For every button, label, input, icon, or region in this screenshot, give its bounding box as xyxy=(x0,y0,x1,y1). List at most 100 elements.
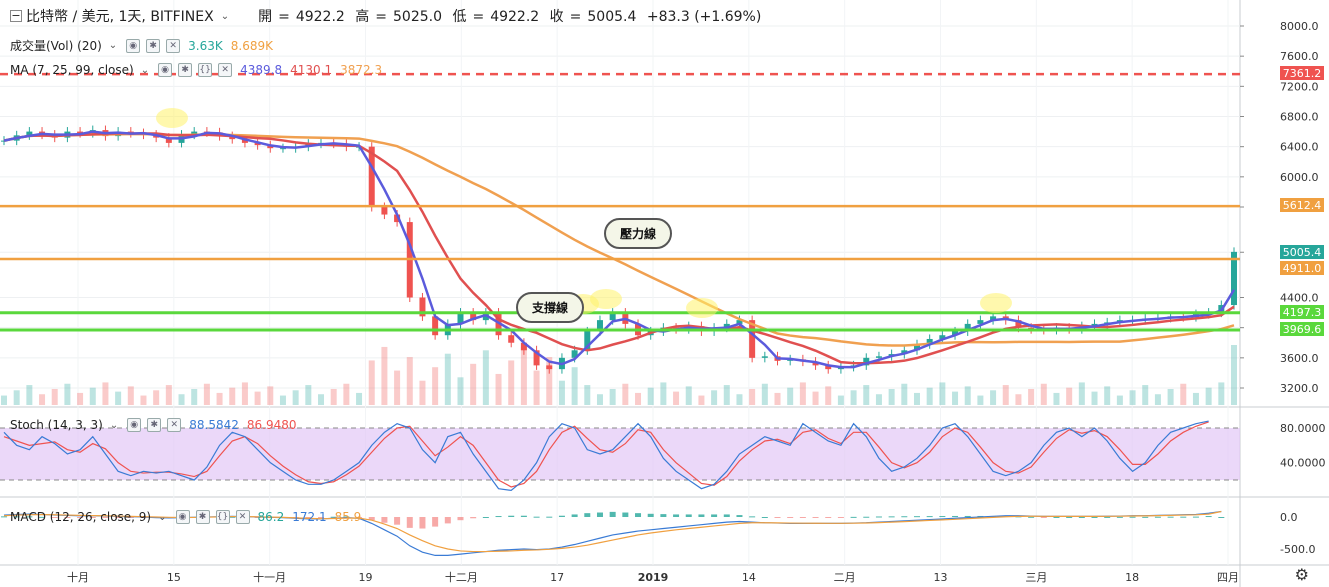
ma-label[interactable]: MA (7, 25, 99, close) xyxy=(10,63,134,77)
macd-histogram-bar xyxy=(799,517,806,518)
volume-bar xyxy=(1142,385,1149,405)
time-tick-label: 13 xyxy=(934,571,948,584)
candle-body xyxy=(533,350,540,366)
volume-bar xyxy=(863,385,870,405)
volume-bar xyxy=(546,357,553,405)
stoch-legend[interactable]: Stoch (14, 3, 3) ⌄ ◉ ✱ ✕ 88.5842 86.9480 xyxy=(10,418,296,432)
volume-bar xyxy=(1129,390,1136,405)
macd-legend[interactable]: MACD (12, 26, close, 9) ⌄ ◉ ✱ {} ✕ 86.2 172… xyxy=(10,510,361,524)
candle-body xyxy=(419,297,426,317)
macd-histogram-bar xyxy=(1167,516,1174,518)
macd-histogram-bar xyxy=(13,516,20,518)
macd-histogram-bar xyxy=(875,516,882,518)
chevron-down-icon[interactable]: ⌄ xyxy=(220,10,230,22)
eye-icon[interactable]: ◉ xyxy=(126,38,141,53)
candle-body xyxy=(609,312,616,321)
close-icon[interactable]: ✕ xyxy=(218,63,233,77)
candle-body xyxy=(913,344,920,351)
candle-body xyxy=(863,357,870,366)
volume-bar xyxy=(1167,388,1174,405)
close-label: 收 xyxy=(549,9,564,25)
gear-icon[interactable]: ✱ xyxy=(147,418,162,432)
candle-body xyxy=(470,312,477,321)
candle-body xyxy=(939,335,946,339)
volume-bar xyxy=(127,386,134,405)
macd-histogram-bar xyxy=(1205,516,1212,518)
candle-body xyxy=(571,350,578,358)
ma-legend[interactable]: MA (7, 25, 99, close) ⌄ ◉ ✱ {} ✕ 4389.8 413… xyxy=(10,63,382,77)
volume-bar xyxy=(470,363,477,405)
macd-histogram-bar xyxy=(1066,517,1073,518)
candle-body xyxy=(241,139,248,143)
gear-icon[interactable]: ✱ xyxy=(178,63,193,77)
code-icon[interactable]: {} xyxy=(198,63,213,77)
macd-histogram-bar xyxy=(1,516,7,518)
volume-bar xyxy=(482,350,489,405)
open-label: 開 xyxy=(258,9,273,25)
volume-ma-value: 8.689K xyxy=(230,38,273,53)
candle-body xyxy=(381,207,388,215)
macd-tick-label: -500.0 xyxy=(1280,543,1315,556)
volume-bar xyxy=(698,395,705,405)
volume-bar xyxy=(267,386,274,405)
volume-bar xyxy=(368,360,375,405)
chevron-down-icon[interactable]: ⌄ xyxy=(140,64,150,76)
macd-histogram-bar xyxy=(520,515,527,517)
stoch-label[interactable]: Stoch (14, 3, 3) xyxy=(10,418,103,432)
macd-histogram-bar xyxy=(102,517,109,518)
macd-histogram-bar xyxy=(825,517,832,518)
volume-bar xyxy=(1104,386,1111,405)
open-sep: = xyxy=(278,9,290,25)
volume-legend[interactable]: 成交量(Vol) (20) ⌄ ◉ ✱ ✕ 3.63K 8.689K xyxy=(10,37,273,54)
macd-label[interactable]: MACD (12, 26, close, 9) xyxy=(10,510,152,524)
macd-histogram-bar xyxy=(558,515,565,517)
macd-histogram-bar xyxy=(964,515,971,517)
ma25-value: 4130.1 xyxy=(290,63,333,77)
price-box xyxy=(1280,245,1324,259)
eye-icon[interactable]: ◉ xyxy=(127,418,142,432)
code-icon[interactable]: {} xyxy=(215,510,230,524)
macd-histogram-bar xyxy=(596,512,603,517)
volume-label[interactable]: 成交量(Vol) (20) xyxy=(10,39,102,53)
macd-histogram-bar xyxy=(318,517,325,518)
macd-histogram-bar xyxy=(850,516,857,518)
volume-bar xyxy=(115,391,122,405)
eye-icon[interactable]: ◉ xyxy=(158,63,173,77)
eye-icon[interactable]: ◉ xyxy=(175,510,190,524)
chevron-down-icon[interactable]: ⌄ xyxy=(108,40,118,51)
price-box-label: 3969.6 xyxy=(1283,323,1322,336)
volume-bar xyxy=(140,395,147,405)
macd-histogram-bar xyxy=(888,516,895,518)
price-box-label: 5612.4 xyxy=(1283,199,1322,212)
ma7-line xyxy=(3,130,1236,369)
candle-body xyxy=(825,365,832,370)
chart-header: − 比特幣 / 美元, 1天, BITFINEX ⌄ 開 = 4922.2 高 = 50… xyxy=(10,6,767,26)
candle-body xyxy=(508,335,515,343)
macd-histogram-bar xyxy=(571,514,578,517)
volume-bar xyxy=(1040,383,1047,405)
candle-body xyxy=(165,137,172,143)
macd-histogram-bar xyxy=(1028,516,1035,518)
chevron-down-icon[interactable]: ⌄ xyxy=(158,511,167,523)
stoch-tick-label: 40.0000 xyxy=(1280,457,1326,470)
close-icon[interactable]: ✕ xyxy=(167,418,182,432)
price-box xyxy=(1280,261,1324,275)
volume-bar xyxy=(254,391,261,405)
macd-histogram-bar xyxy=(584,513,591,517)
time-tick-label: 四月 xyxy=(1217,571,1239,584)
time-tick-label: 十月 xyxy=(67,570,89,584)
close-icon[interactable]: ✕ xyxy=(166,38,181,53)
symbol-label[interactable]: 比特幣 / 美元, 1天, BITFINEX xyxy=(26,9,214,25)
close-icon[interactable]: ✕ xyxy=(235,510,250,524)
stoch-band xyxy=(0,428,1240,480)
gear-icon[interactable]: ✱ xyxy=(146,38,161,53)
chevron-down-icon[interactable]: ⌄ xyxy=(109,419,119,431)
ma7-value: 4389.8 xyxy=(240,63,283,77)
collapse-icon[interactable]: − xyxy=(10,9,22,22)
gear-icon[interactable]: ✱ xyxy=(195,510,210,524)
volume-bar xyxy=(292,390,299,405)
gear-icon[interactable]: ⚙ xyxy=(1294,565,1309,584)
volume-bar xyxy=(13,390,20,405)
candle-body xyxy=(812,361,819,366)
